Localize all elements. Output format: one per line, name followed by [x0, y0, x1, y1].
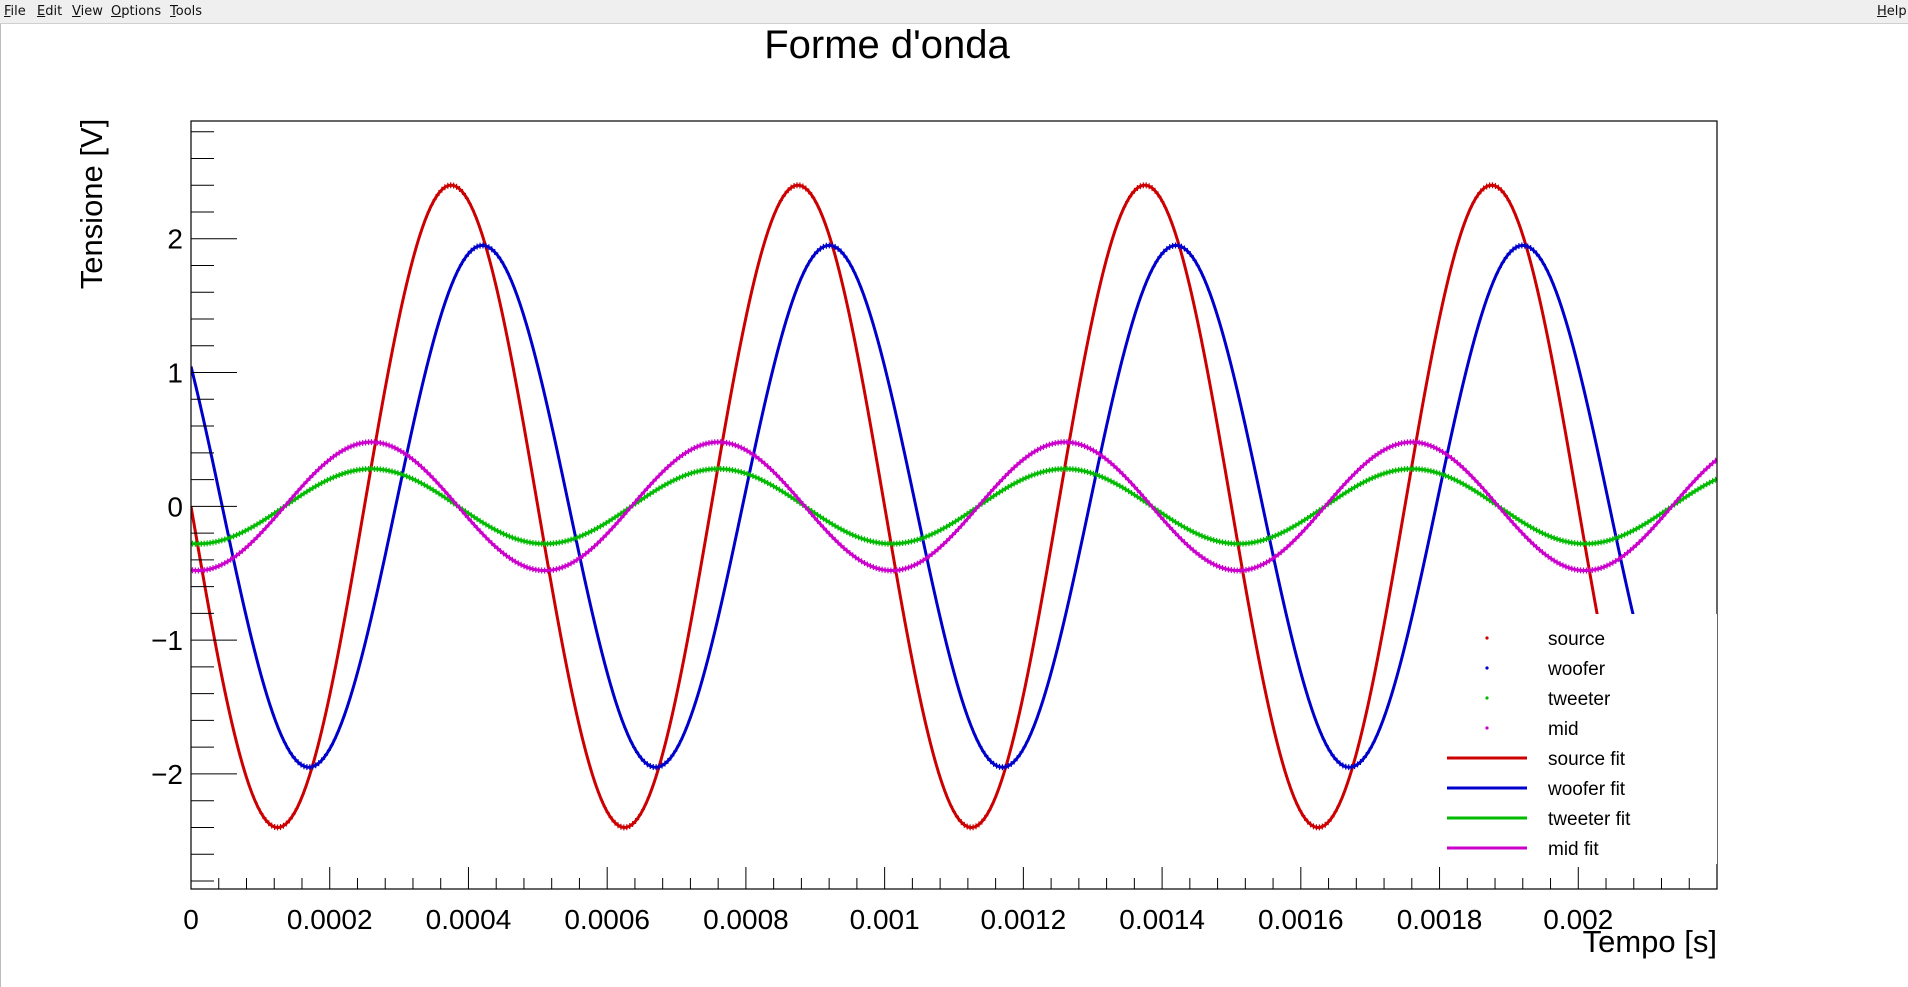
legend: source woofer tweeter mid source fit woofer f… [1431, 614, 1717, 864]
series-points-mid [191, 439, 1717, 574]
menu-edit[interactable]: Edit [37, 4, 63, 19]
x-tick-label: 0.0012 [981, 904, 1067, 935]
y-tick-label: 0 [167, 491, 183, 522]
legend-label: woofer fit [1547, 779, 1626, 800]
legend-marker-woofer [1485, 666, 1489, 670]
series-points-source [191, 182, 1717, 831]
x-tick-label: 0.0014 [1119, 904, 1205, 935]
series-points-woofer [191, 242, 1717, 771]
menu-options[interactable]: Options [111, 4, 162, 19]
x-tick-label: 0.0006 [564, 904, 650, 935]
y-tick-label: −2 [151, 759, 183, 790]
legend-label: mid [1548, 719, 1579, 740]
menu-view[interactable]: View [72, 4, 103, 19]
series-line-mid-fit [191, 440, 1717, 573]
legend-label: tweeter [1548, 689, 1611, 710]
x-tick-label: 0.0018 [1397, 904, 1483, 935]
y-tick-label: 2 [167, 224, 183, 255]
waveform-chart: Forme d'onda Tensione [V] Tempo [s] 0 0.0… [74, 24, 1718, 959]
x-tick-label: 0.0004 [426, 904, 512, 935]
legend-label: source fit [1548, 749, 1626, 770]
x-tick-label: 0 [183, 904, 199, 935]
y-tick-label: −1 [151, 625, 183, 656]
menu-bar: File Edit View Options Tools Help [0, 0, 1908, 24]
x-tick-label: 0.001 [850, 904, 920, 935]
plot-area: 0 0.0002 0.0004 0.0006 0.0008 0.001 0.0012 0.00… [151, 120, 1718, 935]
x-tick-label: 0.0016 [1258, 904, 1344, 935]
menu-tools[interactable]: Tools [170, 4, 203, 19]
legend-label: tweeter fit [1548, 809, 1631, 830]
plot-frame [190, 120, 1718, 890]
legend-box [1431, 614, 1717, 864]
legend-label: mid fit [1548, 839, 1599, 860]
y-axis-label: Tensione [V] [74, 119, 109, 290]
legend-marker-tweeter [1485, 696, 1489, 700]
x-tick-label: 0.0008 [703, 904, 789, 935]
legend-label: source [1548, 629, 1605, 650]
legend-marker-mid [1485, 726, 1489, 730]
chart-title: Forme d'onda [764, 24, 1010, 67]
x-tick-label: 0.002 [1543, 904, 1613, 935]
y-tick-label: 1 [167, 358, 183, 389]
canvas[interactable]: Forme d'onda Tensione [V] Tempo [s] 0 0.0… [0, 24, 1908, 987]
legend-marker-source [1485, 636, 1489, 640]
x-axis-label: Tempo [s] [1583, 924, 1717, 959]
menu-help[interactable]: Help [1877, 4, 1907, 19]
menu-file[interactable]: File [4, 4, 26, 19]
x-tick-label: 0.0002 [287, 904, 373, 935]
legend-label: woofer [1547, 659, 1606, 680]
